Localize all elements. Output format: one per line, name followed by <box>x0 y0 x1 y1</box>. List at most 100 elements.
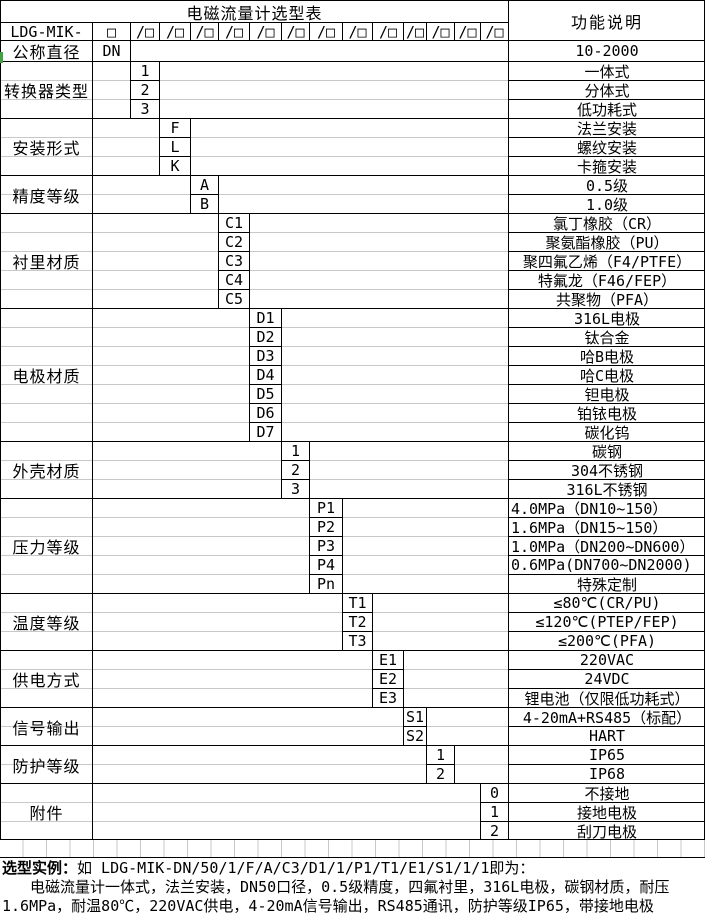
code-cell: D2 <box>249 327 281 346</box>
code-slot-cell: /□ <box>130 22 159 40</box>
desc-cell: 分体式 <box>508 80 705 99</box>
desc-cell: 304不锈钢 <box>508 460 705 479</box>
section-label: 电极材质 <box>0 308 92 441</box>
desc-cell: 钛合金 <box>508 327 705 346</box>
desc-cell: 法兰安装 <box>508 118 705 137</box>
section-label: 压力等级 <box>0 498 92 593</box>
code-cell: 0 <box>480 783 508 802</box>
code-cell: D1 <box>249 308 281 327</box>
code-slot-cell: /□ <box>426 22 454 40</box>
filler-cell <box>342 498 508 593</box>
code-cell: 3 <box>130 99 159 118</box>
section-label: 转换器类型 <box>0 61 92 118</box>
desc-cell: IP68 <box>508 764 705 783</box>
desc-cell: 1.0级 <box>508 194 705 213</box>
function-column-header: 功能说明 <box>508 0 705 40</box>
code-cell: Pn <box>309 574 342 593</box>
desc-cell: 10-2000 <box>508 40 705 61</box>
code-cell: E2 <box>372 669 403 688</box>
code-cell: A <box>190 175 218 194</box>
filler-cell <box>426 707 508 745</box>
filler-cell <box>249 213 508 308</box>
code-cell: 1 <box>426 745 454 764</box>
green-selection-marker <box>0 52 3 63</box>
code-slot-cell: /□ <box>480 22 508 40</box>
code-cell: 3 <box>281 479 309 498</box>
desc-cell: 共聚物（PFA） <box>508 289 705 308</box>
desc-cell: 钽电极 <box>508 384 705 403</box>
code-cell: P2 <box>309 517 342 536</box>
code-cell: C2 <box>218 232 249 251</box>
empty-grid-strip <box>0 840 705 857</box>
code-cell: T3 <box>342 631 372 650</box>
filler-cell <box>92 593 342 650</box>
code-cell: T2 <box>342 612 372 631</box>
code-cell: L <box>159 137 190 156</box>
code-cell: C4 <box>218 270 249 289</box>
sheet-title: 电磁流量计选型表 <box>0 0 508 22</box>
desc-cell: 哈B电极 <box>508 346 705 365</box>
filler-cell <box>190 118 508 175</box>
example-line-2: 电磁流量计一体式，法兰安装，DN50口径，0.5级精度，四氟衬里，316L电极，… <box>30 878 670 896</box>
desc-cell: 4-20mA+RS485（标配） <box>508 707 705 726</box>
desc-cell: 0.6MPa(DN700~DN2000) <box>508 555 705 574</box>
code-slot-cell: /□ <box>342 22 372 40</box>
desc-cell: 特殊定制 <box>508 574 705 593</box>
desc-cell: 卡箍安装 <box>508 156 705 175</box>
section-label: 精度等级 <box>0 175 92 213</box>
code-cell: S1 <box>403 707 426 726</box>
filler-cell <box>159 61 508 118</box>
desc-cell: ≤200℃(PFA) <box>508 631 705 650</box>
code-slot-cell: /□ <box>218 22 249 40</box>
code-cell: E1 <box>372 650 403 669</box>
desc-cell: 不接地 <box>508 783 705 802</box>
table-bottom-border <box>0 839 705 840</box>
code-cell: C3 <box>218 251 249 270</box>
filler-cell <box>92 441 281 498</box>
example-line-3: 1.6MPa，耐温80℃，220VAC供电，4-20mA信号输出，RS485通讯… <box>2 897 654 915</box>
code-cell: D4 <box>249 365 281 384</box>
code-cell: T1 <box>342 593 372 612</box>
desc-cell: 碳化钨 <box>508 422 705 441</box>
desc-cell: 24VDC <box>508 669 705 688</box>
desc-cell: 0.5级 <box>508 175 705 194</box>
section-label: 供电方式 <box>0 650 92 707</box>
code-cell: 2 <box>480 821 508 840</box>
desc-cell: ≤120℃(PTEP/FEP) <box>508 612 705 631</box>
code-slot-cell: /□ <box>190 22 218 40</box>
filler-cell <box>92 783 480 840</box>
section-label: 公称直径 <box>0 40 92 61</box>
code-cell: 2 <box>281 460 309 479</box>
filler-cell <box>130 40 508 61</box>
code-slot-cell: /□ <box>372 22 403 40</box>
code-cell: D6 <box>249 403 281 422</box>
desc-cell: 碳钢 <box>508 441 705 460</box>
code-cell: P1 <box>309 498 342 517</box>
desc-cell: 氯丁橡胶（CR） <box>508 213 705 232</box>
code-cell: D3 <box>249 346 281 365</box>
desc-cell: 特氟龙（F46/FEP） <box>508 270 705 289</box>
filler-cell <box>92 308 249 441</box>
code-cell: 1 <box>281 441 309 460</box>
desc-cell: 聚氨酯橡胶（PU） <box>508 232 705 251</box>
code-cell: P4 <box>309 555 342 574</box>
code-cell: E3 <box>372 688 403 707</box>
desc-cell: 316L电极 <box>508 308 705 327</box>
example-heading: 选型实例： <box>2 859 78 877</box>
code-slot-cell: /□ <box>281 22 309 40</box>
code-slot-cell: /□ <box>159 22 190 40</box>
filler-cell <box>92 61 130 118</box>
code-cell: 2 <box>130 80 159 99</box>
code-slot-cell: /□ <box>249 22 281 40</box>
filler-cell <box>92 707 403 745</box>
filler-cell <box>403 650 508 707</box>
desc-cell: IP65 <box>508 745 705 764</box>
code-cell: K <box>159 156 190 175</box>
section-label: 安装形式 <box>0 118 92 175</box>
desc-cell: 聚四氟乙烯（F4/PTFE） <box>508 251 705 270</box>
desc-cell: 刮刀电极 <box>508 821 705 840</box>
filler-cell <box>92 118 159 175</box>
section-label: 温度等级 <box>0 593 92 650</box>
desc-cell: 一体式 <box>508 61 705 80</box>
